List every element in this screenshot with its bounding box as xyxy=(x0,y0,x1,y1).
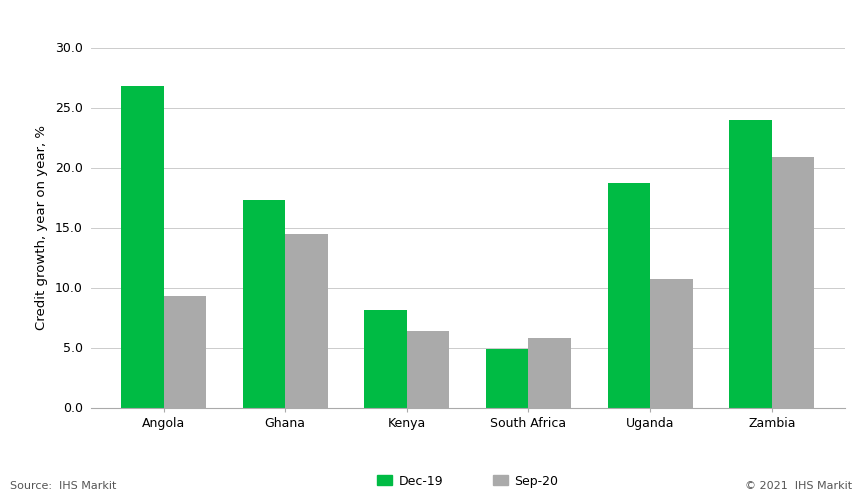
Legend: Dec-19, Sep-20: Dec-19, Sep-20 xyxy=(372,470,562,492)
Bar xyxy=(164,296,206,408)
Y-axis label: Credit growth, year on year, %: Credit growth, year on year, % xyxy=(35,125,48,330)
Bar xyxy=(649,279,692,407)
Text: © 2021  IHS Markit: © 2021 IHS Markit xyxy=(744,481,851,491)
Bar xyxy=(242,200,285,408)
Bar xyxy=(607,183,649,408)
Bar xyxy=(364,310,406,408)
Text: Source:  IHS Markit: Source: IHS Markit xyxy=(10,481,116,491)
Bar xyxy=(528,338,570,407)
Bar xyxy=(406,330,449,407)
Bar xyxy=(771,156,814,408)
Text: Sub-Saharan Africa:  Credit growth: Sub-Saharan Africa: Credit growth xyxy=(9,11,337,29)
Bar xyxy=(121,86,164,408)
Bar xyxy=(285,234,327,408)
Bar xyxy=(486,348,528,408)
Bar xyxy=(728,120,771,408)
